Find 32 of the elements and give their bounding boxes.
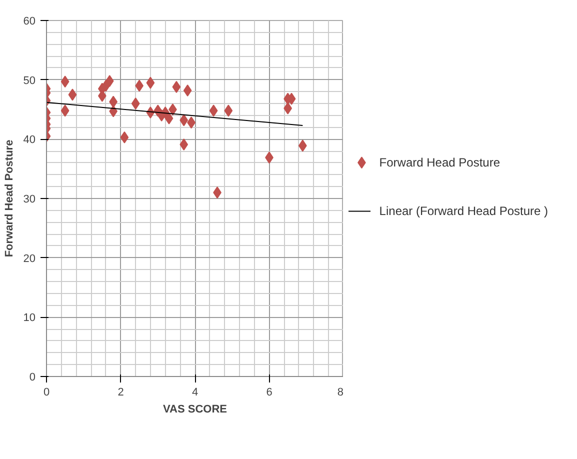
y-tick-label: 0 <box>29 372 36 384</box>
point <box>60 76 70 88</box>
point <box>172 80 181 93</box>
point <box>224 104 233 117</box>
point <box>68 88 77 101</box>
point <box>131 98 140 110</box>
y-tick-label: 50 <box>23 74 36 87</box>
point <box>164 112 174 124</box>
x-axis-title: VAS SCORE <box>163 404 227 416</box>
legend-label: Linear (Forward Head Posture ) <box>379 204 548 218</box>
point <box>105 75 114 88</box>
point <box>183 84 192 97</box>
point <box>120 131 129 144</box>
y-tick-label: 10 <box>23 312 36 324</box>
y-axis-title: Forward Head Posture <box>3 140 16 258</box>
point <box>60 104 70 117</box>
point <box>146 76 155 89</box>
x-tick-label: 2 <box>118 386 124 398</box>
point <box>180 138 188 151</box>
legend-label: Forward Head Posture <box>379 156 500 170</box>
y-tick-label: 20 <box>23 252 36 265</box>
x-tick-label: 6 <box>266 386 272 398</box>
y-tick-label: 30 <box>23 194 36 206</box>
point <box>209 104 218 117</box>
x-tick-label: 4 <box>192 386 198 398</box>
point <box>168 104 177 116</box>
y-tick-label: 60 <box>23 16 36 28</box>
y-tick-label: 40 <box>23 134 36 146</box>
x-tick-label: 0 <box>43 386 50 398</box>
point <box>298 140 307 152</box>
point <box>180 114 188 126</box>
x-tick-label: 8 <box>337 386 344 398</box>
